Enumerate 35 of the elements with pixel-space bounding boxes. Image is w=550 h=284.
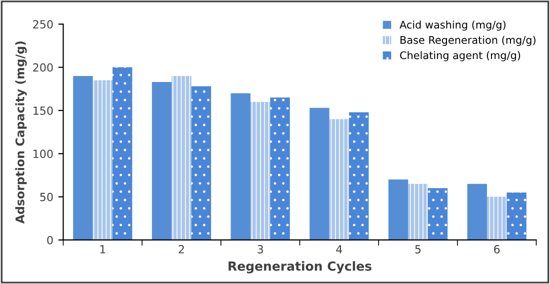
bar — [408, 184, 428, 240]
y-axis-title: Adsorption Capacity (mg/g) — [15, 41, 27, 224]
x-tick-label: 6 — [494, 245, 500, 254]
y-tick-label: 150 — [34, 106, 53, 115]
x-tick-label: 5 — [415, 245, 421, 254]
x-tick-label: 3 — [258, 245, 263, 254]
legend-label: Acid washing (mg/g) — [400, 20, 506, 31]
bar — [191, 86, 212, 240]
legend-label: Base Regeneration (mg/g) — [400, 36, 536, 46]
bar — [230, 93, 250, 240]
bar — [486, 196, 507, 240]
y-tick-label: 250 — [33, 20, 53, 29]
x-axis-title: Regeneration Cycles — [228, 261, 372, 274]
y-tick-label: 200 — [33, 63, 53, 72]
bar — [250, 102, 270, 240]
bar — [329, 119, 350, 240]
bar — [172, 76, 192, 240]
x-tick-label: 4 — [336, 245, 342, 254]
x-tick-label: 2 — [178, 245, 184, 254]
bar — [152, 82, 172, 240]
bar — [310, 108, 330, 240]
bar — [349, 112, 369, 240]
y-tick-label: 50 — [40, 192, 53, 202]
y-tick-label: 0 — [47, 236, 53, 244]
bar — [428, 188, 448, 240]
x-tick-label: 1 — [100, 245, 106, 254]
bar — [73, 76, 93, 240]
bar — [388, 180, 408, 240]
bar — [112, 67, 132, 240]
legend-label: Chelating agent (mg/g) — [400, 51, 520, 62]
bar — [92, 80, 113, 240]
bar — [270, 98, 290, 240]
y-tick-label: 100 — [34, 150, 53, 158]
bar — [506, 192, 526, 240]
bar — [467, 184, 487, 240]
